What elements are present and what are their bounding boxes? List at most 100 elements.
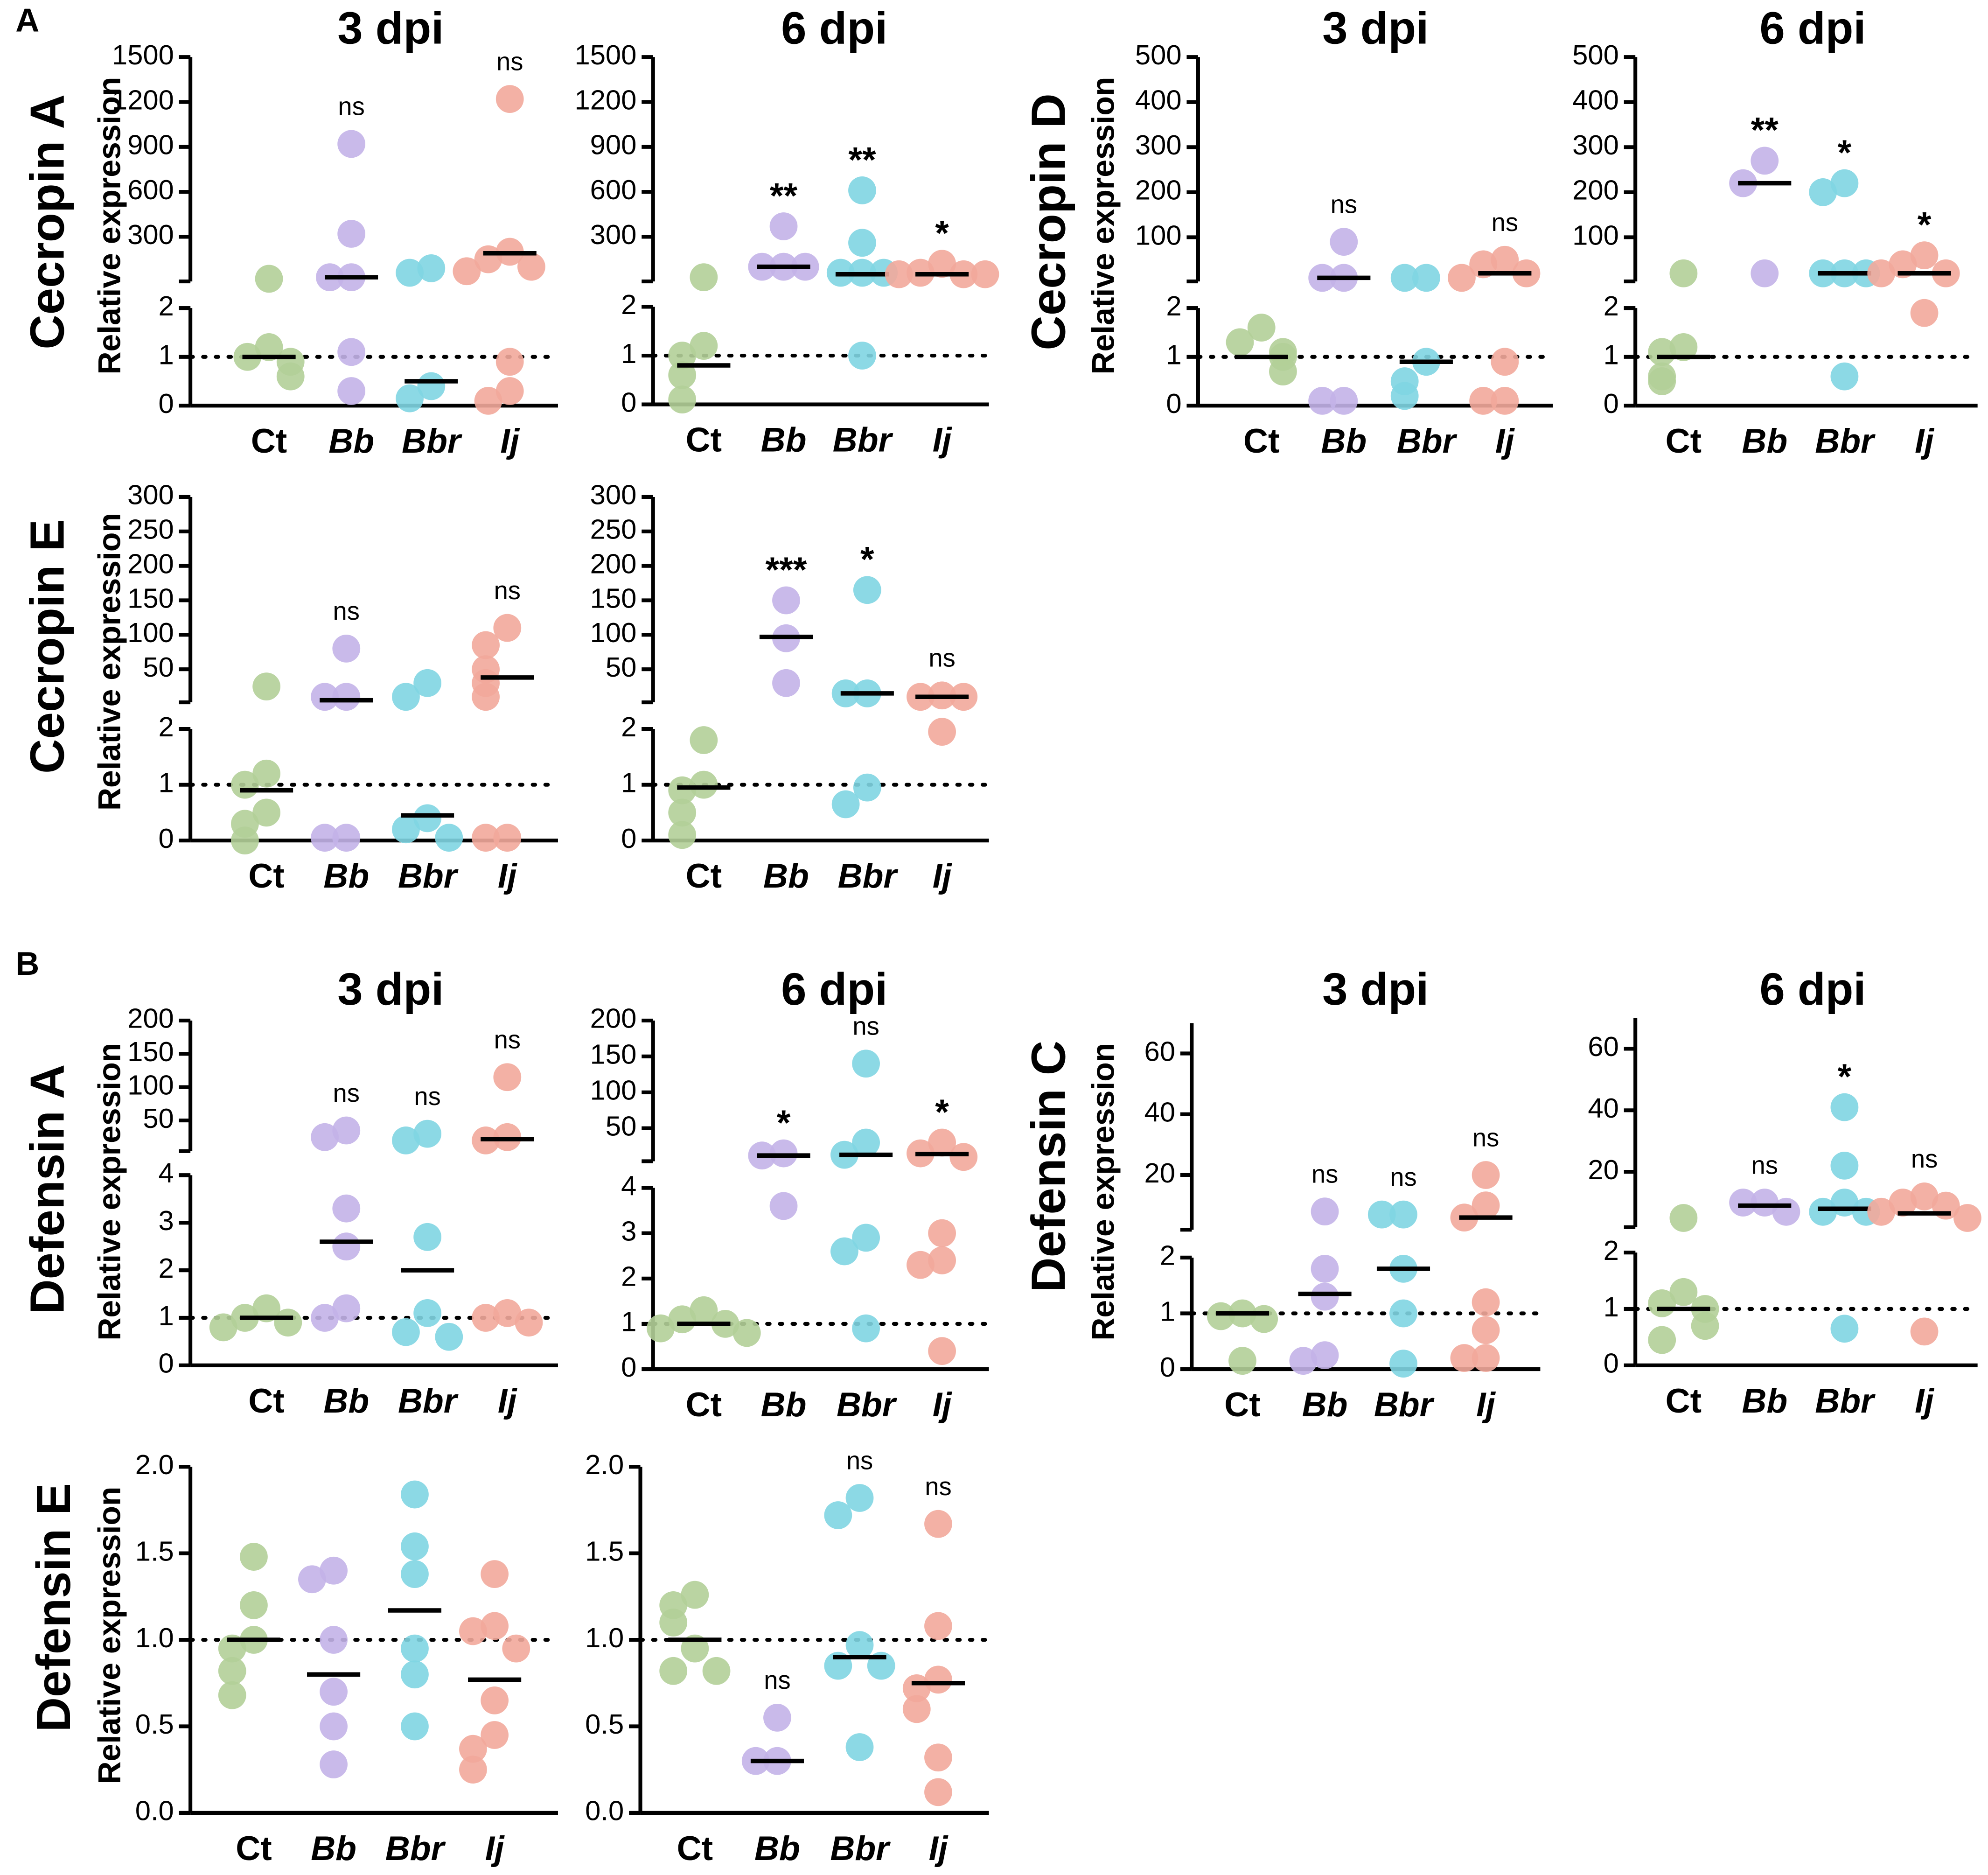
significance-label: ns [1311,1160,1338,1188]
data-point [298,1565,326,1594]
y-tick-label: 300 [127,219,174,250]
x-tick-label: Ij [933,1385,952,1424]
data-point [276,362,305,391]
data-point [852,1224,880,1252]
x-tick-label: Ct [1224,1385,1260,1424]
data-point [392,1318,420,1346]
x-tick-label: Ct [1666,422,1702,460]
y-tick-label: 50 [143,651,174,683]
data-point [320,1678,348,1706]
data-point [240,1591,268,1619]
data-point [1772,1197,1800,1226]
data-point [320,1712,348,1741]
x-tick-label: Ct [677,1829,713,1868]
data-point [1889,1189,1917,1217]
data-point [1472,1288,1500,1316]
y-tick-label: 1 [1160,1295,1175,1327]
data-point [311,1123,339,1151]
data-point [502,1634,530,1663]
data-point [1751,147,1779,175]
data-point [668,1305,697,1334]
data-point [1412,264,1440,292]
y-tick-label: 2 [159,711,174,742]
x-tick-label: Ct [686,857,722,895]
data-point [255,265,283,293]
x-tick-label: Bbr [833,421,893,459]
y-tick-label: 1500 [112,39,174,70]
significance-label: ns [494,1026,521,1054]
data-point [453,257,481,286]
data-point [493,824,522,852]
y-tick-label: 1.0 [585,1622,624,1653]
x-tick-label: Bbr [385,1829,446,1868]
x-tick-label: Ct [1666,1382,1702,1420]
significance-label: ns [846,1446,873,1475]
data-point [848,229,876,257]
y-tick-label: 1200 [574,84,636,115]
data-point [924,1510,952,1538]
panel-letter: A [15,2,39,39]
y-tick-label: 2.0 [585,1449,624,1480]
data-point [1910,1182,1939,1210]
y-tick-label: 0.5 [135,1708,174,1740]
data-point [848,176,876,204]
data-point [252,798,280,827]
panel-title: 3 dpi [337,2,444,54]
data-point [763,1704,791,1732]
data-point [1269,357,1297,386]
y-tick-label: 1.5 [135,1535,174,1567]
data-point [1330,387,1358,415]
x-tick-label: Ij [1495,422,1515,460]
data-point [274,1308,302,1337]
data-point [1648,338,1676,366]
y-tick-label: 4 [621,1170,636,1201]
data-point [1389,1299,1417,1328]
data-point [681,1581,709,1609]
data-point [252,1294,280,1322]
data-point [495,377,524,405]
x-tick-label: Bbr [398,857,459,895]
y-tick-label: 1 [159,339,174,371]
data-point [459,1756,487,1784]
data-point [231,826,259,855]
y-axis-label: Relative expression [1086,1043,1121,1341]
data-point [472,1304,500,1332]
data-point [928,1219,956,1247]
data-point [413,1223,442,1251]
x-tick-label: Ij [500,422,520,460]
data-point [928,250,956,278]
panel-letter: B [15,945,39,982]
data-point [924,1743,952,1772]
gene-label: Cecropin D [1022,93,1075,350]
data-point [401,1712,429,1741]
y-axis-label: Relative expression [92,1043,127,1341]
y-tick-label: 60 [1144,1035,1175,1067]
data-point [337,130,366,158]
data-point [668,776,697,805]
data-point [668,798,697,827]
data-point [1472,1161,1500,1189]
y-tick-label: 50 [606,651,636,683]
data-point [824,1501,852,1529]
data-point [668,385,697,414]
y-tick-label: 1 [159,1300,174,1331]
significance-label: * [1918,205,1932,245]
data-point [1669,259,1698,287]
gene-label: Cecropin A [21,94,74,350]
data-point [320,1556,348,1585]
data-point [401,1634,429,1663]
x-tick-label: Bbr [1815,1382,1876,1420]
x-tick-label: Ij [1915,1382,1934,1420]
data-point [690,726,718,754]
data-point [396,384,424,413]
data-point [1472,1344,1500,1372]
data-point [853,773,881,802]
data-point [1953,1204,1981,1232]
y-tick-label: 300 [590,219,637,250]
y-tick-label: 1200 [112,84,174,115]
data-point [1472,1316,1500,1344]
data-point [481,1560,509,1588]
data-point [311,683,339,711]
data-point [1910,299,1939,327]
x-tick-label: Bbr [830,1829,891,1868]
